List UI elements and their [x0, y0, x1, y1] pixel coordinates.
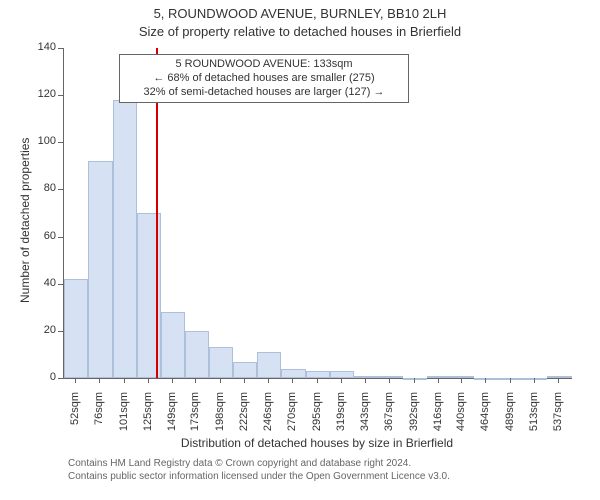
- x-tick-mark: [99, 378, 100, 383]
- x-tick-label: 222sqm: [238, 392, 250, 442]
- x-tick-mark: [124, 378, 125, 383]
- y-tick-mark: [58, 48, 63, 49]
- histogram-bar: [233, 362, 257, 379]
- credits-line-2: Contains public sector information licen…: [68, 471, 450, 482]
- x-tick-label: 319sqm: [335, 392, 347, 442]
- histogram-bar: [378, 376, 403, 378]
- histogram-bar: [185, 331, 210, 378]
- y-tick-mark: [58, 189, 63, 190]
- x-tick-mark: [292, 378, 293, 383]
- y-tick-mark: [58, 331, 63, 332]
- x-tick-mark: [75, 378, 76, 383]
- y-tick-mark: [58, 95, 63, 96]
- y-tick-mark: [58, 237, 63, 238]
- x-tick-label: 343sqm: [359, 392, 371, 442]
- histogram-bar: [209, 347, 233, 378]
- x-tick-mark: [317, 378, 318, 383]
- x-tick-mark: [244, 378, 245, 383]
- histogram-bar: [88, 161, 113, 378]
- x-tick-label: 489sqm: [504, 392, 516, 442]
- y-tick-label: 40: [28, 277, 56, 289]
- x-tick-mark: [461, 378, 462, 383]
- histogram-bar: [474, 378, 499, 380]
- x-tick-label: 52sqm: [69, 392, 81, 442]
- annotation-line-1: 5 ROUNDWOOD AVENUE: 133sqm: [126, 58, 402, 72]
- x-tick-mark: [414, 378, 415, 383]
- annotation-box: 5 ROUNDWOOD AVENUE: 133sqm ← 68% of deta…: [119, 54, 409, 103]
- x-tick-label: 392sqm: [408, 392, 420, 442]
- histogram-bar: [161, 312, 185, 378]
- x-tick-label: 440sqm: [455, 392, 467, 442]
- histogram-bar: [64, 279, 88, 378]
- y-tick-label: 100: [28, 135, 56, 147]
- x-tick-mark: [510, 378, 511, 383]
- x-tick-mark: [268, 378, 269, 383]
- x-tick-label: 295sqm: [311, 392, 323, 442]
- x-tick-label: 367sqm: [383, 392, 395, 442]
- x-tick-label: 101sqm: [118, 392, 130, 442]
- x-tick-mark: [195, 378, 196, 383]
- y-tick-label: 140: [28, 41, 56, 53]
- x-tick-mark: [341, 378, 342, 383]
- x-tick-mark: [365, 378, 366, 383]
- x-tick-label: 464sqm: [479, 392, 491, 442]
- x-tick-label: 246sqm: [262, 392, 274, 442]
- annotation-line-2: ← 68% of detached houses are smaller (27…: [126, 72, 402, 86]
- histogram-bar: [330, 371, 354, 378]
- x-tick-mark: [438, 378, 439, 383]
- x-tick-label: 513sqm: [528, 392, 540, 442]
- histogram-bar: [306, 371, 330, 378]
- x-tick-label: 270sqm: [286, 392, 298, 442]
- x-tick-label: 149sqm: [166, 392, 178, 442]
- x-tick-label: 198sqm: [214, 392, 226, 442]
- histogram-bar: [547, 376, 572, 378]
- x-tick-mark: [485, 378, 486, 383]
- x-tick-mark: [534, 378, 535, 383]
- y-tick-label: 60: [28, 230, 56, 242]
- y-tick-label: 0: [28, 371, 56, 383]
- x-tick-mark: [389, 378, 390, 383]
- annotation-line-3: 32% of semi-detached houses are larger (…: [126, 86, 402, 100]
- histogram-bar: [281, 369, 306, 378]
- chart-title-2: Size of property relative to detached ho…: [0, 24, 600, 39]
- x-tick-mark: [220, 378, 221, 383]
- x-tick-mark: [558, 378, 559, 383]
- x-tick-label: 537sqm: [552, 392, 564, 442]
- histogram-bar: [257, 352, 281, 378]
- x-tick-mark: [172, 378, 173, 383]
- x-tick-mark: [148, 378, 149, 383]
- x-tick-label: 125sqm: [142, 392, 154, 442]
- y-tick-label: 20: [28, 324, 56, 336]
- credits-line-1: Contains HM Land Registry data © Crown c…: [68, 458, 411, 469]
- y-tick-mark: [58, 142, 63, 143]
- chart-root: 5, ROUNDWOOD AVENUE, BURNLEY, BB10 2LH S…: [0, 0, 600, 500]
- y-tick-mark: [58, 284, 63, 285]
- x-tick-label: 416sqm: [432, 392, 444, 442]
- chart-title-1: 5, ROUNDWOOD AVENUE, BURNLEY, BB10 2LH: [0, 6, 600, 21]
- x-tick-label: 173sqm: [189, 392, 201, 442]
- y-tick-label: 80: [28, 182, 56, 194]
- y-tick-label: 120: [28, 88, 56, 100]
- x-tick-label: 76sqm: [93, 392, 105, 442]
- histogram-bar: [113, 100, 137, 378]
- y-tick-mark: [58, 378, 63, 379]
